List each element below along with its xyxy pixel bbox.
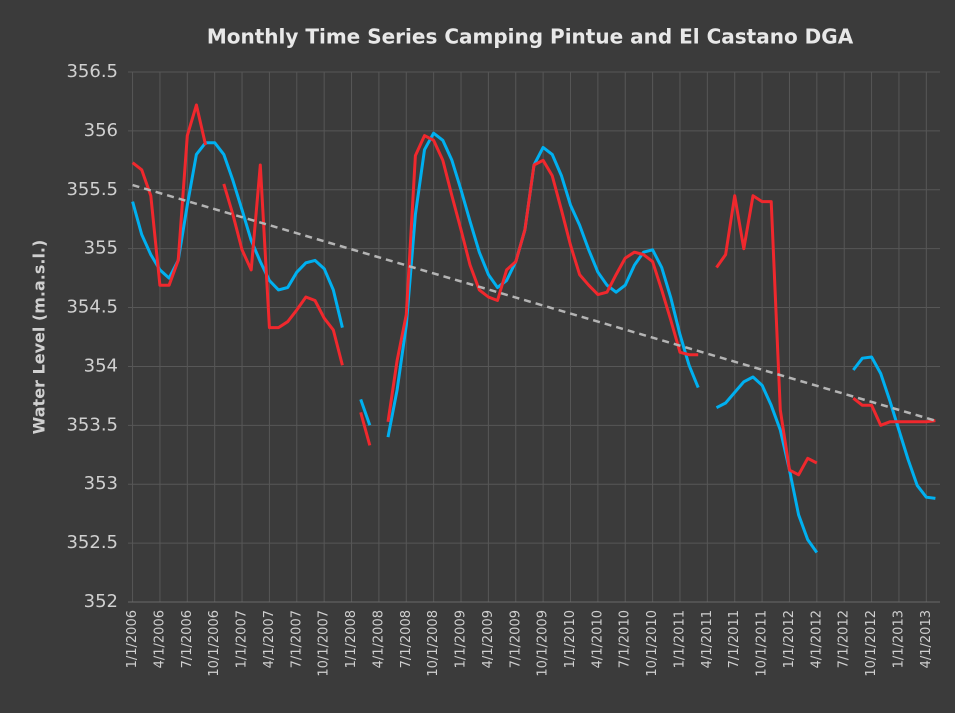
x-tick-label: 7/1/2008 [399, 610, 414, 668]
x-tick-label: 1/1/2010 [563, 610, 578, 668]
x-tick-label: 1/1/2006 [125, 610, 140, 668]
x-tick-label: 7/1/2012 [837, 610, 852, 668]
x-tick-label: 10/1/2006 [207, 610, 222, 677]
x-tick-label: 10/1/2012 [864, 610, 879, 677]
y-tick-label: 354 [84, 355, 118, 376]
x-tick-label: 4/1/2006 [152, 610, 167, 668]
trend-line [132, 183, 936, 422]
y-tick-label: 353.5 [66, 414, 118, 435]
x-tick-label: 1/1/2011 [672, 610, 687, 668]
x-tick-label: 1/1/2009 [454, 610, 469, 668]
x-tick-label: 1/1/2012 [782, 610, 797, 668]
x-tick-label: 7/1/2009 [508, 610, 523, 668]
series-line [131, 131, 936, 554]
chart-title: Monthly Time Series Camping Pintue and E… [207, 25, 854, 49]
x-tick-label: 4/1/2012 [809, 610, 824, 668]
x-tick-label: 4/1/2009 [481, 610, 496, 668]
x-tick-label: 4/1/2011 [700, 610, 715, 668]
series-line [131, 103, 936, 477]
x-tick-label: 1/1/2008 [344, 610, 359, 668]
y-tick-label: 356.5 [66, 61, 118, 82]
x-tick-label: 7/1/2007 [289, 610, 304, 668]
y-tick-label: 353 [84, 473, 118, 494]
x-tick-label: 10/1/2008 [426, 610, 441, 677]
x-tick-label: 10/1/2009 [536, 610, 551, 677]
x-tick-label: 10/1/2010 [645, 610, 660, 677]
y-tick-label: 354.5 [66, 297, 118, 318]
x-tick-label: 4/1/2010 [590, 610, 605, 668]
y-tick-label: 352.5 [66, 532, 118, 553]
y-tick-label: 352 [84, 591, 118, 612]
x-tick-label: 4/1/2013 [919, 610, 934, 668]
y-tick-label: 355.5 [66, 179, 118, 200]
x-tick-label: 1/1/2013 [891, 610, 906, 668]
x-tick-label: 4/1/2008 [371, 610, 386, 668]
x-tick-label: 1/1/2007 [235, 610, 250, 668]
y-axis-label: Water Level (m.a.s.l.) [30, 240, 49, 435]
x-tick-label: 7/1/2011 [727, 610, 742, 668]
x-tick-label: 4/1/2007 [262, 610, 277, 668]
y-tick-label: 356 [84, 120, 118, 141]
x-tick-label: 10/1/2007 [317, 610, 332, 677]
x-tick-label: 7/1/2010 [618, 610, 633, 668]
x-tick-label: 10/1/2011 [755, 610, 770, 677]
y-tick-label: 355 [84, 238, 118, 259]
x-tick-label: 7/1/2006 [180, 610, 195, 668]
